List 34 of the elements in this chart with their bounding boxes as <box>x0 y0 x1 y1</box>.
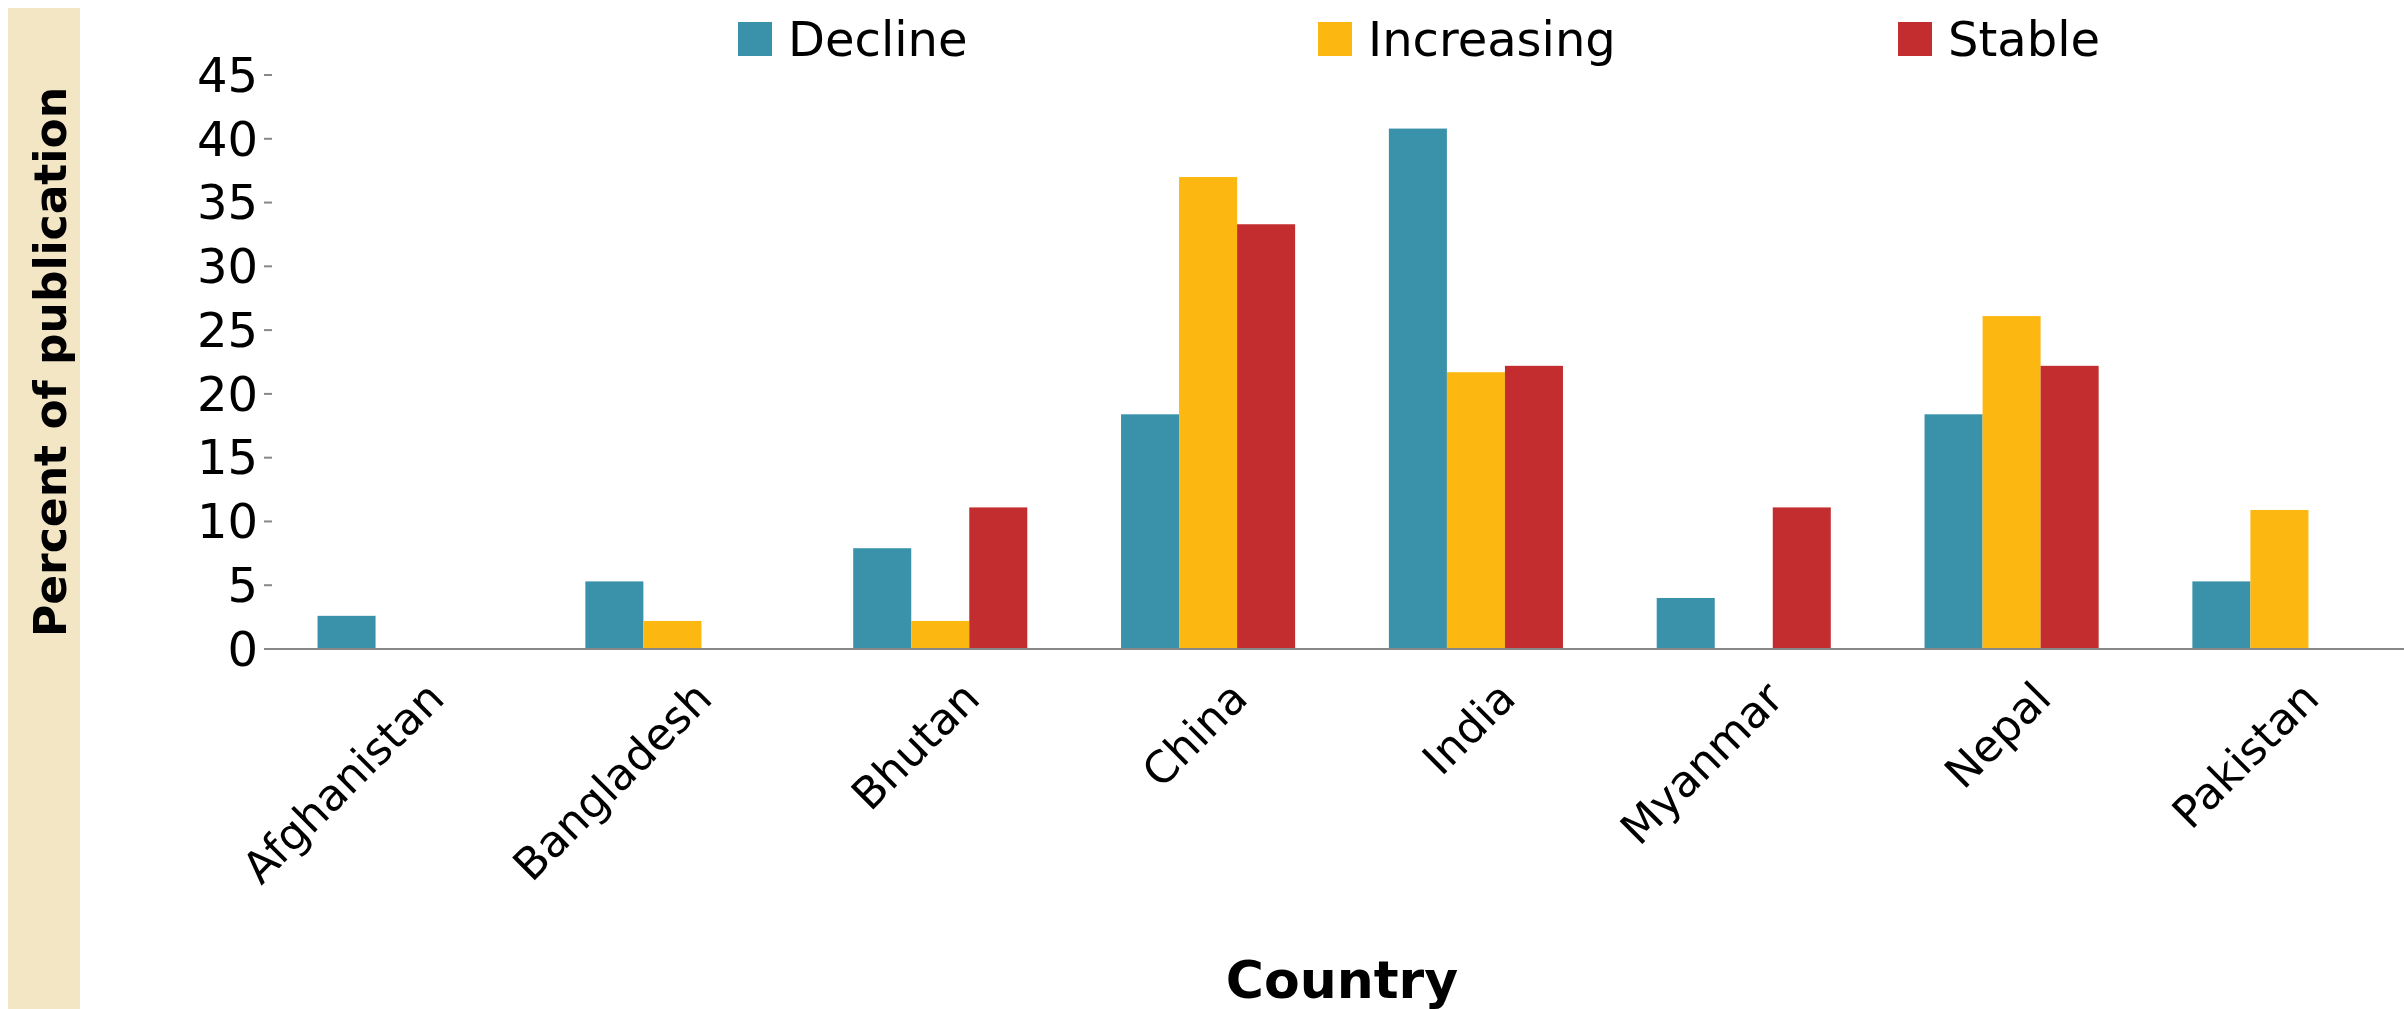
bar <box>2040 365 2099 649</box>
legend-label: Decline <box>788 10 968 67</box>
bar <box>1179 177 1238 649</box>
bar <box>585 581 644 649</box>
y-tick-label: 45 <box>196 46 258 103</box>
y-tick-label: 20 <box>196 365 258 422</box>
bar <box>1772 507 1831 649</box>
bar <box>1121 414 1180 649</box>
bar <box>911 620 970 649</box>
bar <box>1924 414 1983 649</box>
bar <box>853 548 912 649</box>
bar <box>2192 581 2251 649</box>
y-tick-label: 25 <box>196 301 258 358</box>
bar <box>1388 128 1447 649</box>
y-tick-label: 35 <box>196 174 258 231</box>
y-tick-label: 40 <box>196 110 258 167</box>
bar <box>1656 597 1715 649</box>
x-axis-title: Country <box>1225 950 1459 1009</box>
y-tick-label: 30 <box>196 238 258 295</box>
legend-label: Increasing <box>1368 10 1616 67</box>
y-tick-label: 5 <box>227 557 258 614</box>
bar <box>1237 224 1296 649</box>
bar <box>643 620 702 649</box>
y-tick-label: 10 <box>196 493 258 550</box>
y-axis-title: Percent of publication <box>25 87 76 637</box>
bar <box>317 615 376 649</box>
bar <box>1982 316 2041 649</box>
y-tick-label: 15 <box>196 429 258 486</box>
bar <box>2250 509 2309 649</box>
legend-label: Stable <box>1948 10 2101 67</box>
bar <box>1446 372 1505 649</box>
y-tick-label: 0 <box>227 620 258 677</box>
bar <box>969 507 1028 649</box>
bar <box>1504 365 1563 649</box>
